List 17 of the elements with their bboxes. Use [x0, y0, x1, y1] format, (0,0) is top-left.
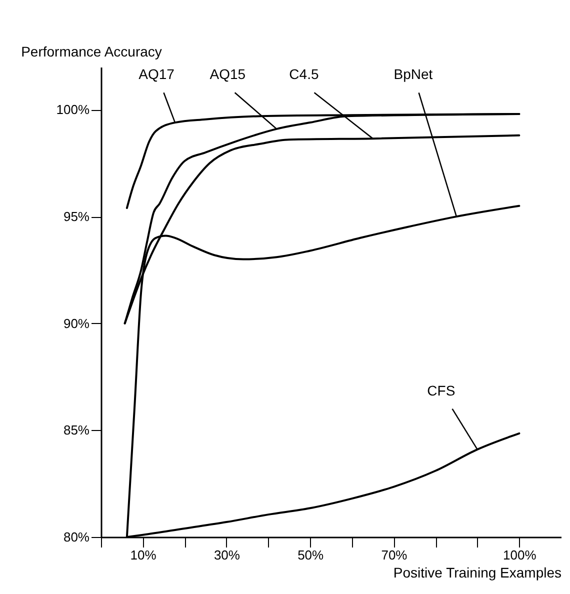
- x-tick-label: 100%: [503, 548, 537, 562]
- x-tick-label: 70%: [381, 548, 408, 562]
- y-tick-label: 90%: [63, 316, 90, 331]
- y-tick-label: 100%: [56, 102, 90, 118]
- text: BpNet: [394, 66, 433, 82]
- text: C4.5: [289, 66, 319, 82]
- y-axis-title: Performance Accuracy: [21, 44, 162, 60]
- text: AQ17: [138, 66, 175, 82]
- text: CFS: [427, 382, 456, 398]
- x-tick-label: 50%: [298, 548, 324, 562]
- y-tick-label: 80%: [63, 530, 90, 544]
- x-tick-label: 30%: [214, 548, 240, 562]
- x-axis-title: Positive Training Examples: [393, 564, 562, 580]
- x-tick-label: 10%: [130, 548, 157, 562]
- text: AQ15: [210, 66, 246, 82]
- y-tick-label: 95%: [63, 209, 90, 224]
- y-tick-label: 85%: [63, 422, 90, 438]
